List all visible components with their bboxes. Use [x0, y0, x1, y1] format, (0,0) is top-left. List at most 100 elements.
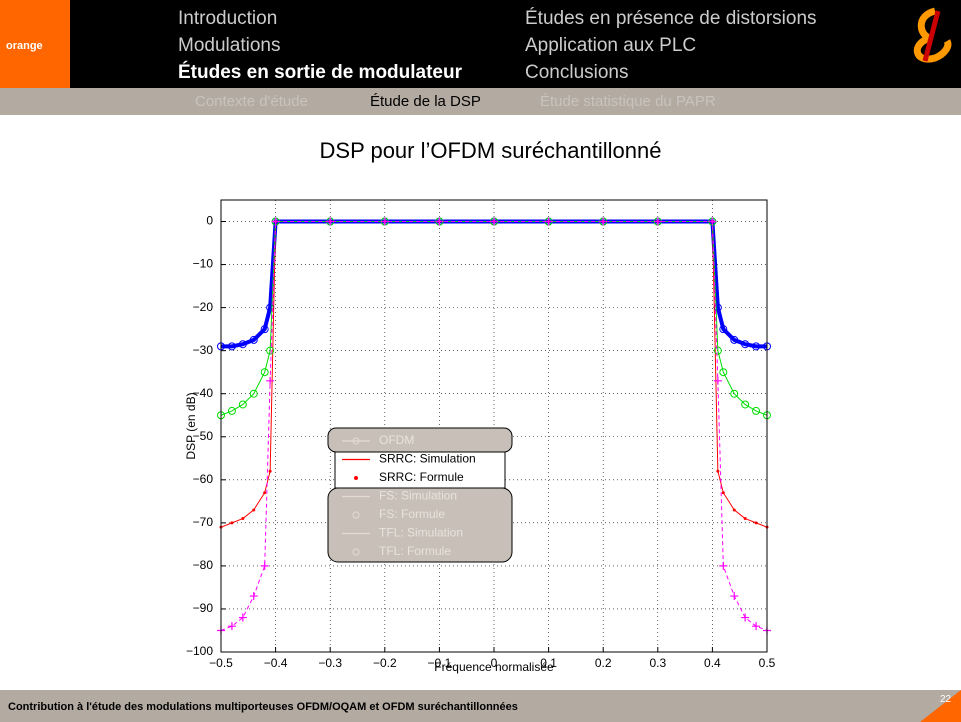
- nav-item[interactable]: Introduction: [178, 8, 278, 29]
- legend-label: FS: Simulation: [379, 489, 457, 503]
- legend-label: FS: Formule: [379, 507, 445, 521]
- marker: [544, 217, 553, 226]
- marker: [599, 217, 608, 226]
- chart: −100−90−80−70−60−50−40−30−20−100−0.5 −0.4…: [184, 199, 776, 674]
- page-triangle: [920, 690, 961, 722]
- x-tick-label: −0.5: [209, 656, 233, 670]
- brand-shape: [922, 10, 941, 62]
- marker: [730, 335, 739, 344]
- page-number: 22: [940, 694, 952, 705]
- marker: [227, 342, 236, 351]
- marker: [230, 521, 234, 525]
- marker: [732, 508, 736, 512]
- y-tick-label: −50: [193, 429, 214, 443]
- y-tick-label: −100: [186, 644, 213, 658]
- y-axis-label: DSP (en dB): [184, 392, 198, 459]
- y-tick-label: −70: [193, 515, 214, 529]
- marker: [241, 517, 245, 521]
- x-tick-label: 0.2: [595, 656, 612, 670]
- marker: [713, 376, 722, 385]
- x-tick-label: −0.2: [373, 656, 397, 670]
- x-tick-label: 0.1: [540, 656, 557, 670]
- marker: [326, 217, 335, 226]
- x-axis-label: Fréquence normalisée: [434, 660, 554, 674]
- legend-label: TFL: Formule: [379, 544, 451, 558]
- marker: [730, 389, 739, 398]
- marker: [719, 561, 728, 570]
- y-tick-label: −90: [193, 601, 214, 615]
- legend-label: TFL: Simulation: [379, 526, 463, 540]
- subnav-bar: [0, 88, 961, 115]
- marker: [754, 521, 758, 525]
- nav-item[interactable]: Études en présence de distorsions: [525, 8, 817, 29]
- marker: [260, 368, 269, 377]
- x-tick-label: −0.1: [428, 656, 452, 670]
- marker: [238, 613, 247, 622]
- subnav-item-active[interactable]: Étude de la DSP: [370, 93, 481, 110]
- x-tick-label: −0.4: [264, 656, 288, 670]
- subnav-item[interactable]: Étude statistique du PAPR: [540, 93, 716, 110]
- marker: [752, 342, 761, 351]
- marker: [252, 508, 256, 512]
- marker: [752, 406, 761, 415]
- marker: [741, 613, 750, 622]
- brand-icon: [914, 7, 952, 63]
- marker: [719, 325, 728, 334]
- legend-label: OFDM: [379, 433, 414, 447]
- marker: [743, 517, 747, 521]
- x-tick-label: 0.3: [649, 656, 666, 670]
- logo: orange: [0, 0, 70, 88]
- y-tick-label: −60: [193, 472, 214, 486]
- marker: [741, 400, 750, 409]
- marker: [380, 217, 389, 226]
- legend-swatch: [354, 476, 358, 480]
- marker: [249, 592, 258, 601]
- x-tick-label: 0.5: [759, 656, 776, 670]
- y-tick-label: −10: [193, 257, 214, 271]
- legend-swatch: [352, 511, 360, 519]
- subnav-item[interactable]: Contexte d'étude: [195, 93, 308, 110]
- logo-text: orange: [6, 40, 43, 52]
- nav-item[interactable]: Application aux PLC: [525, 35, 697, 56]
- legend-overlay: [327, 487, 513, 563]
- marker: [741, 340, 750, 349]
- legend-swatch: [352, 437, 360, 445]
- y-tick-label: −20: [193, 300, 214, 314]
- marker: [716, 469, 720, 473]
- marker: [249, 389, 258, 398]
- x-tick-label: −0.3: [318, 656, 342, 670]
- marker: [260, 561, 269, 570]
- marker: [268, 469, 272, 473]
- y-tick-label: −30: [193, 343, 214, 357]
- y-tick-label: −80: [193, 558, 214, 572]
- nav-item[interactable]: Modulations: [178, 35, 281, 56]
- legend-overlay: [327, 427, 513, 453]
- marker: [249, 335, 258, 344]
- x-tick-label: 0: [491, 656, 498, 670]
- marker: [721, 491, 725, 495]
- marker: [227, 406, 236, 415]
- marker: [435, 217, 444, 226]
- legend-label: SRRC: Simulation: [379, 452, 476, 466]
- marker: [653, 217, 662, 226]
- footer-bar: [0, 690, 961, 722]
- y-tick-label: 0: [206, 214, 213, 228]
- header-bar: [0, 0, 961, 88]
- marker: [713, 346, 722, 355]
- marker: [263, 491, 267, 495]
- marker: [238, 400, 247, 409]
- marker: [730, 592, 739, 601]
- marker: [266, 346, 275, 355]
- y-tick-label: −40: [193, 386, 214, 400]
- marker: [719, 368, 728, 377]
- marker: [238, 340, 247, 349]
- legend-swatch: [352, 548, 360, 556]
- x-tick-label: 0.4: [704, 656, 721, 670]
- marker: [227, 622, 236, 631]
- marker: [752, 622, 761, 631]
- nav-item-active[interactable]: Études en sortie de modulateur: [178, 62, 462, 83]
- marker: [271, 217, 280, 226]
- page-badge: [920, 690, 961, 722]
- nav-item[interactable]: Conclusions: [525, 62, 629, 83]
